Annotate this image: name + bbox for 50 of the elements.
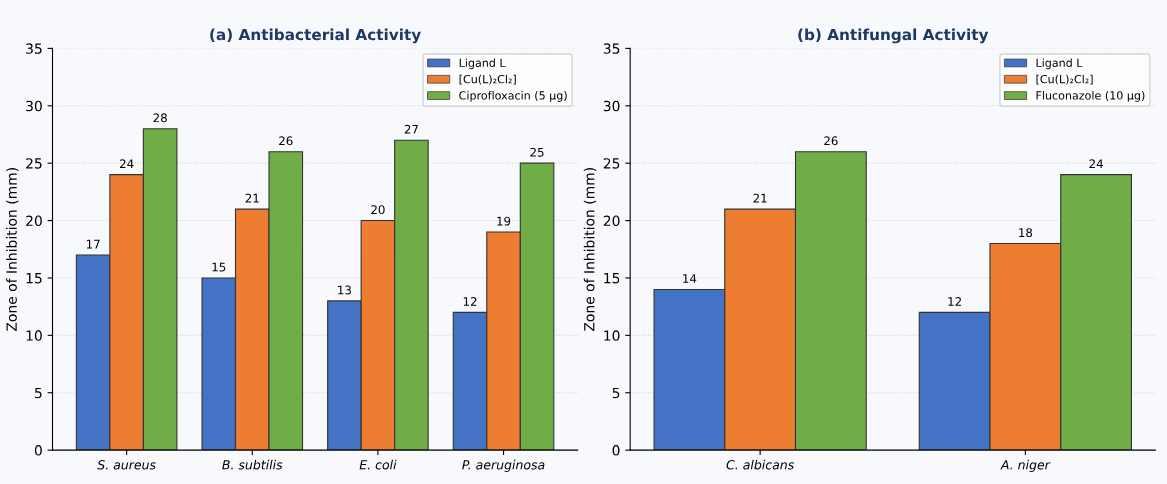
y-axis-title: Zone of Inhibition (mm) (6, 168, 19, 331)
data-label: 15 (212, 262, 226, 272)
y-axis-title: Zone of Inhibition (mm) (583, 168, 597, 331)
data-label: 25 (530, 147, 544, 157)
data-label: 21 (753, 193, 767, 203)
legend-label: [Cu(L)₂Cl₂] (459, 74, 516, 85)
x-tick-label: E. coli (359, 459, 397, 470)
y-tick-label: 25 (26, 158, 42, 169)
legend-label: Ligand L (459, 58, 506, 70)
data-label: 19 (497, 216, 511, 226)
x-tick-label: A. niger (1000, 459, 1051, 472)
data-label: 27 (404, 124, 418, 134)
data-label: 12 (463, 297, 477, 306)
y-tick-label: 25 (603, 158, 620, 169)
y-tick-label: 35 (603, 43, 620, 54)
data-label: 14 (683, 274, 697, 283)
data-label: 12 (948, 297, 961, 306)
x-tick-label: S. aureus (97, 460, 156, 470)
x-tick-label: P. aeruginosa (462, 459, 545, 472)
data-label: 24 (119, 159, 134, 169)
y-tick-label: 35 (26, 43, 42, 54)
data-label: 18 (1019, 228, 1033, 238)
legend-label: Ciprofloxacin (5 µg) (459, 91, 567, 102)
legend-label: Ligand L (1036, 58, 1083, 70)
data-label: 26 (824, 136, 838, 146)
data-label: 26 (279, 136, 293, 146)
legend-label: Fluconazole (10 µg) (1036, 91, 1145, 102)
data-label: 28 (153, 113, 167, 123)
y-tick-label: 30 (603, 100, 620, 112)
x-tick-label: B. subtilis (222, 459, 283, 470)
data-label: 20 (371, 205, 385, 215)
y-tick-label: 15 (26, 273, 42, 284)
y-tick-label: 15 (604, 273, 620, 284)
y-tick-label: 0 (612, 445, 620, 456)
x-tick-label: C. albicans (726, 459, 794, 470)
chart-title: (b) Antifungal Activity (798, 28, 989, 44)
data-label: 21 (245, 193, 259, 203)
y-tick-label: 5 (612, 387, 620, 399)
y-tick-label: 10 (604, 330, 620, 341)
data-label: 24 (1089, 159, 1103, 169)
data-label: 13 (338, 285, 351, 295)
legend-label: [Cu(L)₂Cl₂] (1036, 74, 1093, 85)
y-tick-label: 5 (35, 387, 42, 399)
chart-title: (a) Antibacterial Activity (210, 28, 421, 44)
data-label: 17 (86, 239, 100, 249)
y-tick-label: 0 (34, 445, 42, 456)
y-tick-label: 30 (26, 100, 42, 112)
y-tick-label: 20 (603, 215, 620, 227)
y-tick-label: 20 (26, 215, 42, 227)
y-tick-label: 10 (26, 330, 42, 341)
